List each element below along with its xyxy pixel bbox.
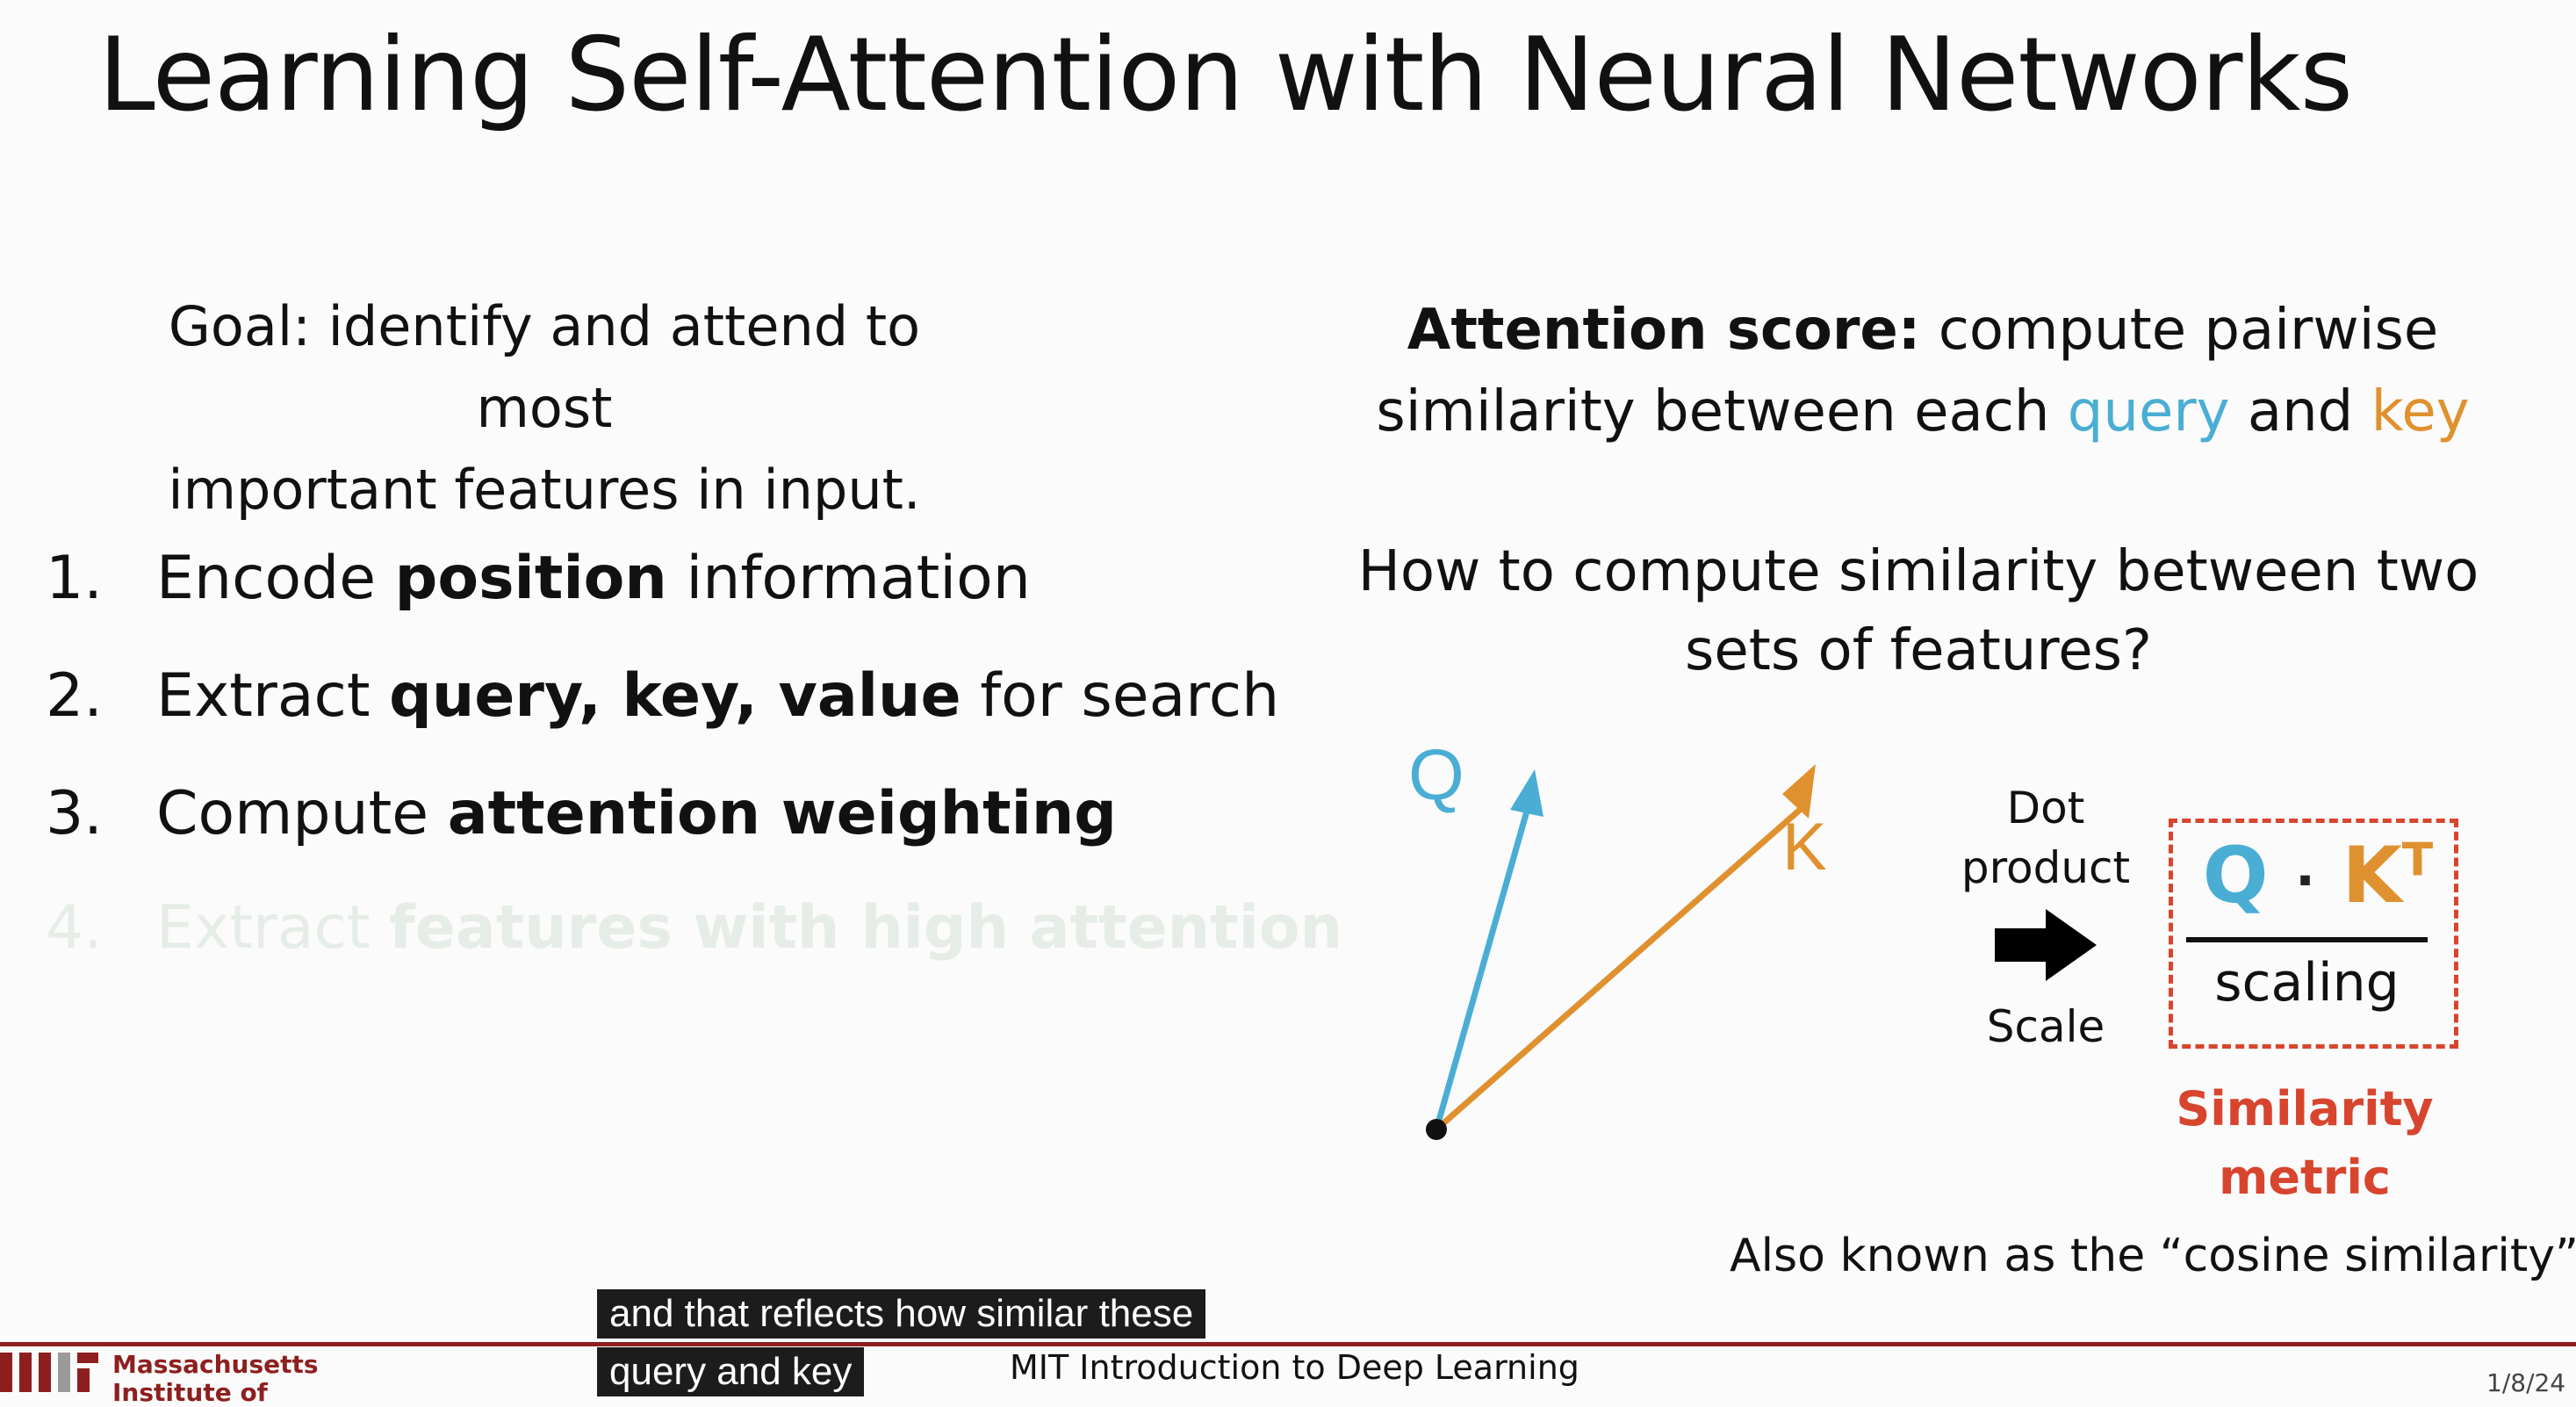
scale-label: Scale (1986, 1001, 2105, 1052)
step-bold: attention weighting (447, 779, 1117, 848)
formula-numerator: Q · KT (2199, 830, 2436, 920)
howto-question: How to compute similarity between two se… (1335, 532, 2502, 690)
step-bold: position (394, 544, 667, 613)
goal-line-1: Goal: identify and attend to most (168, 294, 921, 440)
step-item-3: 3. Compute attention weighting (46, 778, 1117, 850)
institution-name: Massachusetts Institute of (112, 1351, 319, 1407)
goal-text: Goal: identify and attend to most import… (97, 285, 992, 530)
formula-transpose: T (2401, 833, 2434, 887)
step-text-post: information (666, 544, 1031, 613)
attention-score-text-1: compute pairwise (1938, 298, 2439, 363)
key-vector-label: K (1782, 810, 1827, 884)
formula-k: K (2342, 830, 2402, 920)
dot-label-line-1: Dot (2006, 783, 2085, 833)
key-vector-line (1434, 807, 1802, 1132)
step-number: 1. (46, 544, 103, 613)
query-vector-label: Q (1408, 738, 1464, 815)
howto-line-1: How to compute similarity between two (1357, 539, 2479, 604)
step-text: Encode (156, 544, 395, 613)
course-name: MIT Introduction to Deep Learning (1010, 1348, 1579, 1387)
institution-line-2: Institute of (112, 1378, 268, 1407)
footer-divider (0, 1342, 2576, 1346)
formula-q: Q (2202, 830, 2269, 920)
attention-score-bold: Attention score: (1407, 298, 1921, 363)
formula-denominator: scaling (2214, 952, 2400, 1014)
and-word: and (2247, 379, 2354, 444)
step-item-2: 2. Extract query, key, value for search (46, 660, 1279, 732)
step-text: Compute (156, 779, 448, 848)
step-bold: features with high attention (389, 893, 1343, 963)
step-text: Extract (156, 661, 390, 731)
metric-line-2: metric (2219, 1150, 2391, 1205)
dot-product-label: Dot product (1932, 778, 2160, 898)
metric-line-1: Similarity (2176, 1081, 2434, 1136)
institution-line-1: Massachusetts (112, 1350, 319, 1379)
caption-line-1: and that reflects how similar these (597, 1289, 1206, 1338)
origin-point (1426, 1119, 1447, 1140)
right-arrow-icon (1995, 909, 2097, 981)
mit-logo-icon (0, 1353, 98, 1392)
caption-line-2: query and key (597, 1347, 865, 1396)
query-arrowhead (1510, 769, 1543, 817)
vector-diagram: Q K (1408, 738, 1827, 1140)
attention-score-text-2: similarity between each (1376, 379, 2050, 444)
step-item-4: 4. Extract features with high attention (46, 892, 1342, 964)
similarity-metric-label: Similarity metric (2160, 1075, 2450, 1212)
key-arrowhead (1782, 764, 1816, 819)
query-word: query (2067, 379, 2230, 444)
goal-line-2: important features in input. (168, 458, 921, 522)
key-word: key (2371, 379, 2470, 444)
step-number: 4. (46, 893, 103, 963)
similarity-formula-box (2169, 819, 2458, 1049)
fraction-line (2186, 937, 2428, 942)
slide-title: Learning Self-Attention with Neural Netw… (98, 16, 2353, 134)
step-bold: query, key, value (389, 661, 961, 731)
step-text: Extract (156, 893, 390, 963)
howto-line-2: sets of features? (1685, 618, 2152, 683)
attention-score-text: Attention score: compute pairwise simila… (1352, 290, 2493, 453)
step-text-post: for search (961, 661, 1280, 731)
step-item-1: 1. Encode position information (46, 543, 1031, 615)
cosine-similarity-note: Also known as the “cosine similarity” (1730, 1230, 2576, 1282)
dot-label-line-2: product (1961, 842, 2131, 893)
query-vector-line (1433, 807, 1531, 1130)
lecture-date: 1/8/24 (2486, 1368, 2566, 1397)
formula-dot: · (2295, 850, 2315, 913)
step-number: 2. (46, 661, 103, 731)
step-number: 3. (46, 779, 103, 848)
